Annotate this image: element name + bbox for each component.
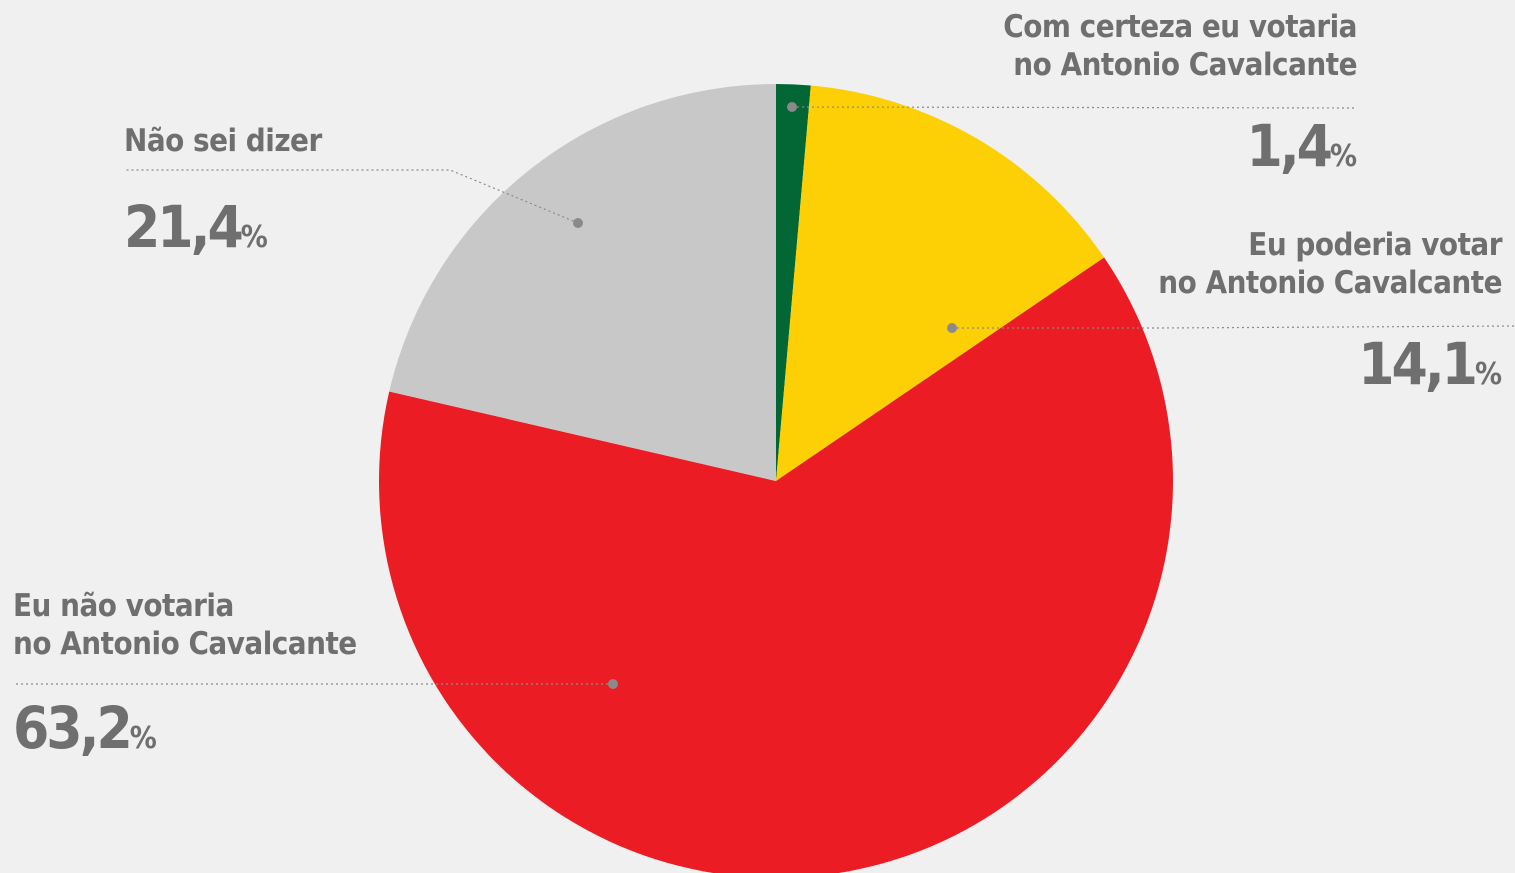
percent-sign: % — [129, 721, 157, 756]
label-line: Com certeza eu votaria — [1003, 9, 1357, 45]
label-line: Eu não votaria — [13, 588, 234, 624]
pie-slice-nao-sei — [389, 84, 776, 481]
leader-dot-nao-votaria — [608, 679, 618, 689]
pie-slices — [379, 84, 1173, 873]
percent-sign: % — [1329, 139, 1357, 174]
pie-slice-nao-votaria — [379, 257, 1173, 873]
leader-dot-com-certeza — [787, 102, 797, 112]
label-nao-votaria: Eu não votaria no Antonio Cavalcante 63,… — [13, 587, 357, 757]
percent-sign: % — [240, 220, 268, 255]
pie-slice-poderia — [776, 85, 1105, 481]
percent-sign: % — [1474, 357, 1502, 392]
value-poderia: 14,1% — [1158, 335, 1502, 393]
value-number: 1,4 — [1246, 112, 1333, 180]
label-nao-sei-text: Não sei dizer — [124, 122, 322, 160]
label-com-certeza: Com certeza eu votaria no Antonio Cavalc… — [1003, 8, 1357, 175]
leader-lines — [14, 102, 1515, 689]
value-number: 63,2 — [13, 694, 133, 762]
label-line: Eu poderia votar — [1248, 227, 1502, 263]
label-line: no Antonio Cavalcante — [1013, 47, 1357, 83]
label-line: Não sei dizer — [124, 123, 322, 159]
label-nao-votaria-text: Eu não votaria no Antonio Cavalcante — [13, 587, 357, 663]
label-nao-sei: Não sei dizer 21,4% — [124, 122, 322, 256]
value-number: 21,4 — [124, 193, 244, 261]
label-line: no Antonio Cavalcante — [1158, 265, 1502, 301]
pie-slice-com-certeza — [776, 84, 811, 481]
value-nao-sei: 21,4% — [124, 198, 322, 256]
label-com-certeza-text: Com certeza eu votaria no Antonio Cavalc… — [1003, 8, 1357, 84]
value-nao-votaria: 63,2% — [13, 699, 357, 757]
leader-line-com-certeza — [791, 106, 1358, 109]
label-line: no Antonio Cavalcante — [13, 626, 357, 662]
value-number: 14,1 — [1358, 330, 1478, 398]
leader-line-nao-sei — [124, 169, 579, 224]
leader-dot-poderia — [947, 323, 957, 333]
value-com-certeza: 1,4% — [1003, 117, 1357, 175]
label-poderia: Eu poderia votar no Antonio Cavalcante 1… — [1158, 226, 1502, 393]
label-poderia-text: Eu poderia votar no Antonio Cavalcante — [1158, 226, 1502, 302]
leader-dot-nao-sei — [573, 218, 583, 228]
